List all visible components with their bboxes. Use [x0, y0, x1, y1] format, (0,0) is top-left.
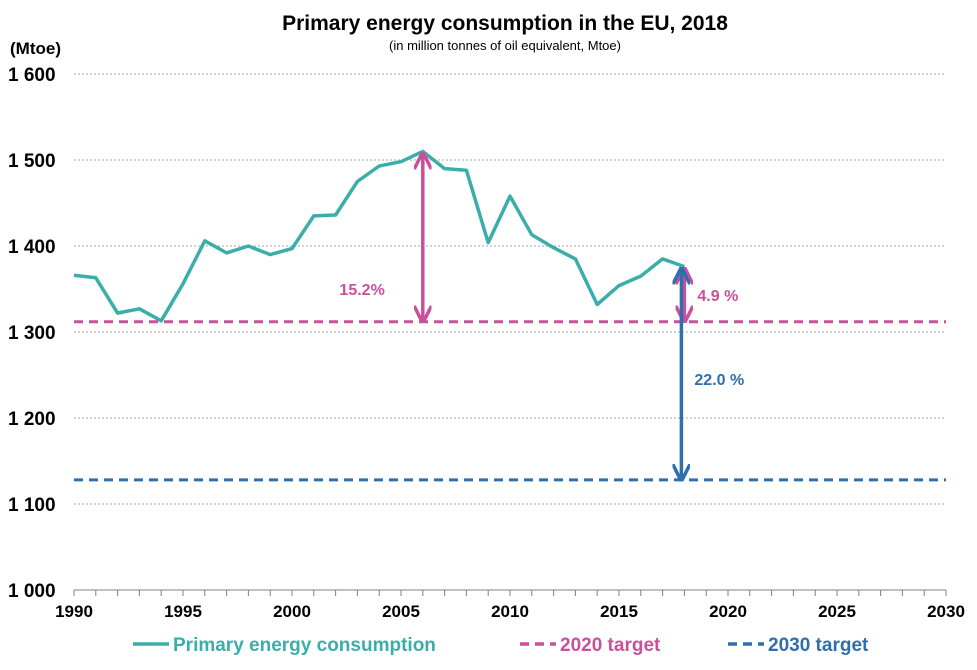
legend-label: Primary energy consumption [173, 635, 436, 656]
series-layer [73, 149, 946, 482]
x-tick-label: 2030 [927, 602, 965, 621]
gridlines [74, 73, 946, 505]
series-line-primary-energy-consumption [73, 149, 685, 323]
y-tick-label: 1 500 [8, 151, 56, 172]
y-tick-label: 1 400 [8, 237, 56, 258]
x-tick-label: 2020 [709, 602, 747, 621]
y-tick-label: 1 300 [8, 323, 56, 344]
x-tick-label: 2015 [600, 602, 638, 621]
x-tick-label: 1990 [55, 602, 93, 621]
x-axis: 1990 1995 2000 2005 2010 2015 2020 2025 2030 [55, 589, 965, 621]
y-axis-unit-label: (Mtoe) [10, 39, 61, 58]
x-tick-label: 1995 [164, 602, 202, 621]
x-tick-label: 2000 [273, 602, 311, 621]
y-tick-label: 1 200 [8, 409, 56, 430]
legend: Primary energy consumption 2020 target 203… [133, 635, 869, 656]
legend-label: 2030 target [768, 635, 869, 656]
y-tick-label: 1 000 [8, 581, 56, 602]
y-tick-label: 1 600 [8, 65, 56, 86]
chart-subtitle: (in million tonnes of oil equivalent, Mt… [389, 38, 621, 53]
annotation-label: 22.0 % [694, 372, 744, 389]
annotations-layer: 15.2% 4.9 % 22.0 % [339, 155, 744, 478]
chart-title: Primary energy consumption in the EU, 20… [282, 12, 728, 35]
x-tick-label: 2025 [818, 602, 856, 621]
annotation-label: 15.2% [339, 282, 384, 299]
legend-label: 2020 target [560, 635, 661, 656]
y-axis-ticks: 1 000 1 100 1 200 1 300 1 400 1 500 1 600 [8, 65, 56, 602]
x-tick-label: 2010 [491, 602, 529, 621]
y-tick-label: 1 100 [8, 495, 56, 516]
x-tick-label: 2005 [382, 602, 420, 621]
annotation-label: 4.9 % [697, 288, 738, 305]
